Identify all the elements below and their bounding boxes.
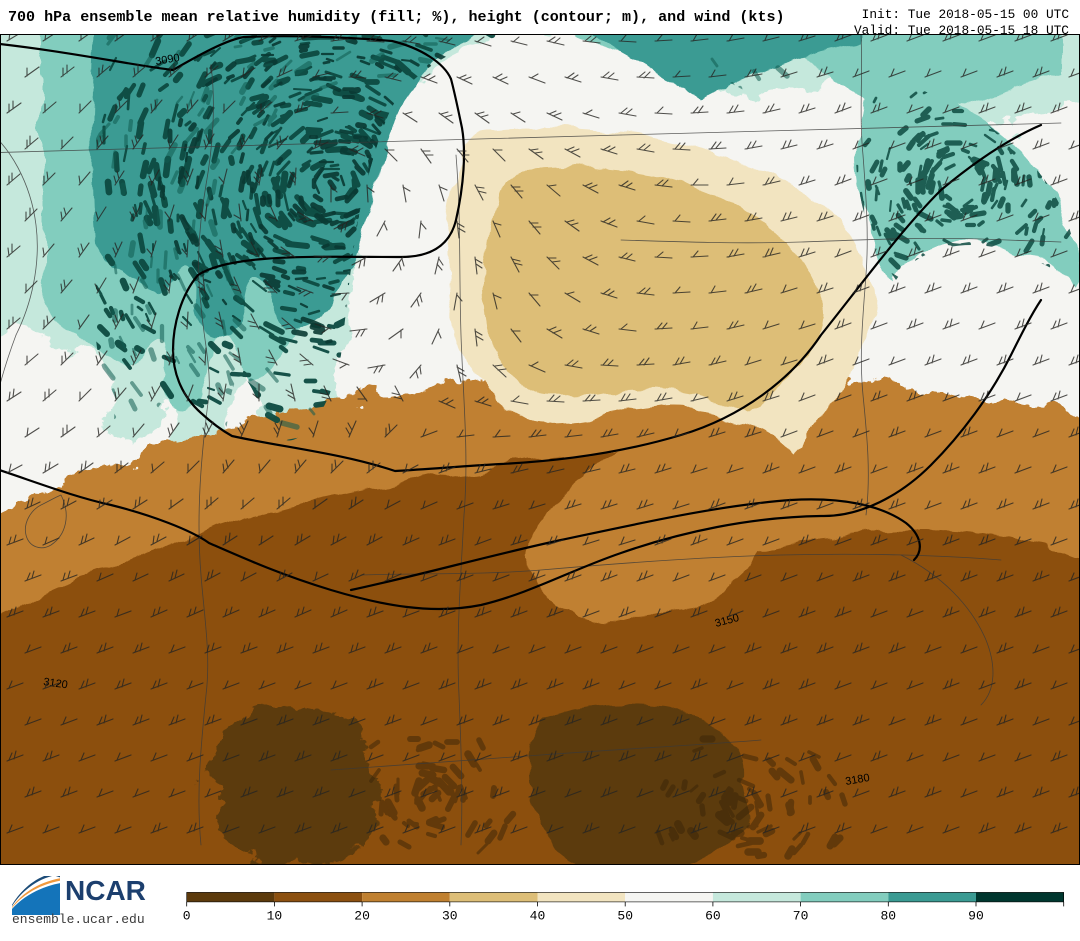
svg-text:ensemble.ucar.edu: ensemble.ucar.edu [12, 912, 145, 927]
svg-text:30: 30 [442, 908, 458, 923]
svg-text:NCAR: NCAR [65, 875, 146, 906]
svg-text:90: 90 [968, 908, 984, 923]
svg-text:40: 40 [530, 908, 546, 923]
svg-text:20: 20 [354, 908, 370, 923]
svg-text:80: 80 [880, 908, 896, 923]
svg-text:70: 70 [793, 908, 809, 923]
svg-text:10: 10 [267, 908, 283, 923]
svg-text:60: 60 [705, 908, 721, 923]
svg-text:0: 0 [183, 908, 191, 923]
svg-text:50: 50 [617, 908, 633, 923]
